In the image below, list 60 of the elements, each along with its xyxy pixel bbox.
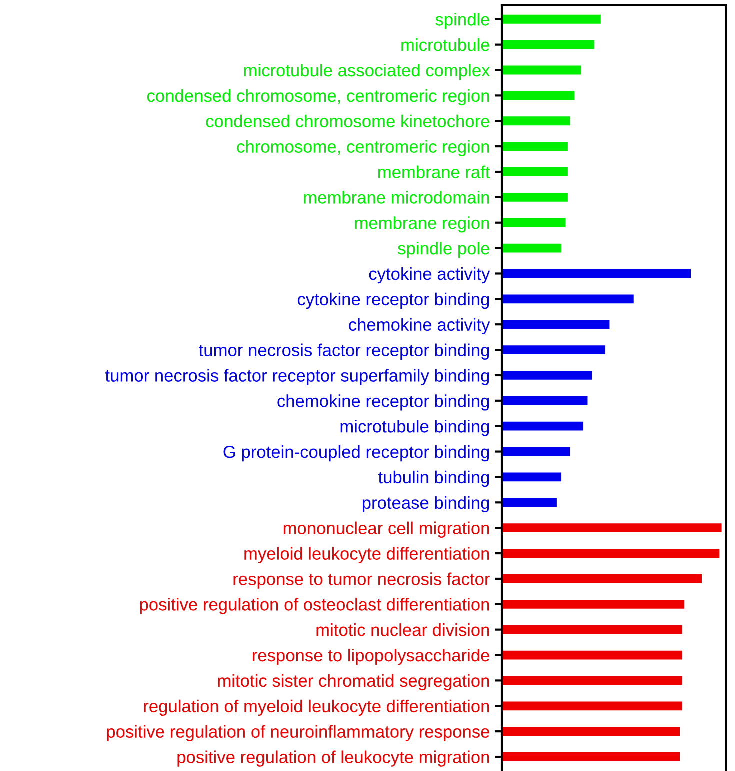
y-tick-label: chromosome, centromeric region [237, 140, 490, 156]
bar [502, 346, 606, 354]
y-tick-label: response to tumor necrosis factor [234, 572, 490, 589]
y-tick-label: microtubule [402, 38, 490, 52]
bar [502, 524, 722, 533]
y-tick-label: regulation of myeloid leukocyte differentiation [144, 700, 490, 716]
y-tick-label: membrane region [355, 216, 490, 233]
bar [502, 320, 610, 330]
bar [502, 574, 702, 584]
y-tick-label: mitotic sister chromatid segregation [218, 674, 490, 691]
bar [502, 244, 562, 253]
bar [502, 371, 592, 380]
y-tick-label: positive regulation of neuroinflammatory response [107, 725, 490, 742]
bar [502, 702, 682, 711]
y-tick-label: tumor necrosis factor receptor superfamily binding [105, 369, 490, 386]
bar [502, 472, 562, 482]
y-tick-label: positive regulation of osteoclast differentiation [140, 598, 490, 614]
bar [502, 625, 682, 634]
y-tick-label: tubulin binding [378, 470, 490, 488]
y-tick-label: condensed chromosome, centromeric region [147, 89, 490, 106]
y-tick-label: mononuclear cell migration [284, 522, 490, 538]
y-tick-label: chemokine activity [349, 318, 490, 335]
y-tick-label: tumor necrosis factor receptor binding [199, 344, 490, 360]
y-tick-label: spindle pole [398, 242, 490, 258]
bar [502, 168, 568, 176]
bar [502, 269, 692, 278]
bar [502, 422, 584, 431]
bar [502, 676, 682, 686]
bar [502, 116, 570, 126]
y-tick-label: protease binding [362, 496, 490, 513]
bar [502, 549, 720, 558]
bar [502, 600, 684, 609]
y-tick-label: spindle [436, 13, 490, 30]
bar [502, 91, 575, 100]
bar [502, 650, 682, 660]
bar [502, 14, 601, 24]
bar [502, 142, 568, 152]
bar [502, 66, 582, 75]
y-tick-label: G protein-coupled receptor binding [224, 445, 490, 462]
y-tick-label: membrane microdomain [304, 191, 490, 204]
bar [502, 396, 588, 406]
y-tick-label: myeloid leukocyte differentiation [244, 547, 490, 564]
y-tick-label: cytokine activity [369, 267, 490, 284]
bar [502, 294, 634, 304]
bar [502, 218, 566, 228]
y-tick-label: response to lipopolysaccharide [252, 648, 490, 666]
y-tick-label: chemokine receptor binding [278, 394, 490, 411]
bar [502, 40, 594, 50]
y-tick-label: membrane raft [378, 166, 490, 178]
bar [502, 752, 680, 762]
y-tick-label: condensed chromosome kinetochore [206, 114, 490, 128]
y-tick-label: mitotic nuclear division [316, 624, 490, 636]
bar [502, 498, 557, 508]
y-tick-label: microtubule associated complex [244, 64, 490, 80]
bar [502, 192, 568, 202]
y-tick-label: microtubule binding [340, 420, 490, 436]
y-tick-label: positive regulation of leukocyte migration [178, 750, 490, 767]
y-tick-label: cytokine receptor binding [298, 292, 490, 310]
bar [502, 727, 680, 736]
bar [502, 447, 570, 456]
